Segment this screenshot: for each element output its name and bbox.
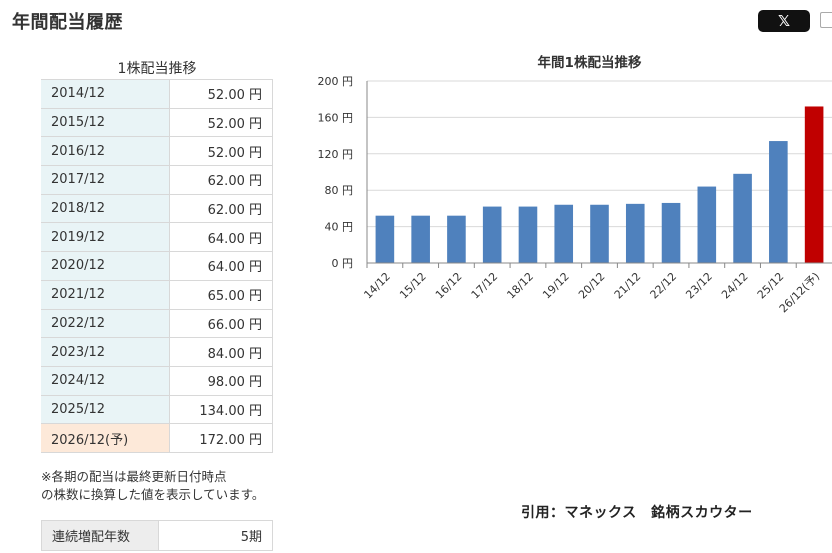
- bar: [590, 204, 609, 263]
- row-year: 2025/12: [41, 394, 170, 425]
- streak-value: 5期: [158, 520, 273, 551]
- source-credit: 引用：マネックス 銘柄スカウター: [521, 505, 753, 521]
- row-value: 64.00 円: [169, 251, 273, 281]
- row-year: 2016/12: [41, 136, 170, 167]
- row-year: 2024/12: [41, 365, 170, 396]
- streak-table: 連続増配年数 5期: [41, 520, 273, 551]
- row-year: 2014/12: [41, 79, 170, 109]
- copy-icon[interactable]: [820, 12, 832, 28]
- row-value: 66.00 円: [169, 308, 273, 339]
- x-tick-label: 14/12: [361, 270, 393, 302]
- bar: [804, 106, 824, 263]
- y-tick-label: 80 円: [325, 184, 354, 197]
- chart-title: 年間1株配当推移: [538, 54, 642, 71]
- bar: [733, 173, 752, 263]
- x-tick-label: 25/12: [755, 270, 787, 302]
- bar: [447, 215, 466, 263]
- y-tick-label: 160 円: [318, 111, 354, 124]
- x-tick-label: 21/12: [612, 270, 644, 302]
- row-year: 2026/12(予): [41, 423, 170, 453]
- table-row: 2017/12 62.00 円: [41, 165, 273, 195]
- table-row: 2024/12 98.00 円: [41, 365, 273, 396]
- row-year: 2019/12: [41, 222, 170, 253]
- x-tick-label: 17/12: [469, 270, 501, 302]
- x-tick-label: 16/12: [433, 270, 465, 302]
- bar: [375, 215, 395, 263]
- bar: [625, 203, 645, 263]
- row-year: 2022/12: [41, 308, 170, 339]
- table-row: 2018/12 62.00 円: [41, 193, 273, 224]
- streak-row: 連続増配年数 5期: [41, 520, 273, 551]
- row-value: 52.00 円: [169, 107, 273, 138]
- table-row: 2022/12 66.00 円: [41, 308, 273, 339]
- note-line-1: ※各期の配当は最終更新日付時点: [41, 469, 227, 484]
- table-row: 2019/12 64.00 円: [41, 222, 273, 253]
- row-value: 84.00 円: [169, 337, 273, 367]
- row-value: 64.00 円: [169, 222, 273, 253]
- note: ※各期の配当は最終更新日付時点 の株数に換算した値を表示しています。: [41, 468, 264, 504]
- row-value: 65.00 円: [169, 279, 273, 310]
- row-year: 2023/12: [41, 337, 170, 367]
- x-tick-label: 23/12: [683, 270, 715, 302]
- bar: [518, 206, 538, 263]
- y-tick-label: 0 円: [332, 257, 354, 270]
- row-year: 2020/12: [41, 251, 170, 281]
- table-row: 2026/12(予) 172.00 円: [41, 423, 273, 453]
- x-tick-label: 15/12: [397, 270, 429, 302]
- x-tick-label: 18/12: [504, 270, 536, 302]
- bar: [411, 215, 430, 263]
- bar: [482, 206, 502, 263]
- table-row: 2025/12 134.00 円: [41, 394, 273, 425]
- table-row: 2020/12 64.00 円: [41, 251, 273, 281]
- page-title: 年間配当履歴: [12, 12, 123, 33]
- y-tick-label: 40 円: [325, 221, 354, 234]
- table-row: 2021/12 65.00 円: [41, 279, 273, 310]
- y-tick-label: 200 円: [318, 75, 354, 88]
- table-row: 2023/12 84.00 円: [41, 337, 273, 367]
- x-tick-label: 24/12: [719, 270, 751, 302]
- row-value: 52.00 円: [169, 136, 273, 167]
- row-value: 62.00 円: [169, 165, 273, 195]
- row-value: 172.00 円: [169, 423, 273, 453]
- table-row: 2016/12 52.00 円: [41, 136, 273, 167]
- x-logo-icon: 𝕏: [777, 12, 791, 30]
- y-tick-label: 120 円: [318, 148, 354, 161]
- bar: [769, 141, 788, 263]
- x-share-button[interactable]: 𝕏: [758, 10, 810, 32]
- streak-label: 連続増配年数: [41, 520, 159, 551]
- bar: [661, 202, 681, 263]
- x-tick-label: 20/12: [576, 270, 608, 302]
- row-year: 2021/12: [41, 279, 170, 310]
- bar: [554, 204, 574, 263]
- row-year: 2015/12: [41, 107, 170, 138]
- row-value: 62.00 円: [169, 193, 273, 224]
- x-tick-label: 22/12: [648, 270, 680, 302]
- row-value: 52.00 円: [169, 79, 273, 109]
- row-value: 98.00 円: [169, 365, 273, 396]
- dividend-table: 2014/12 52.00 円 2015/12 52.00 円 2016/12 52.00…: [41, 79, 273, 453]
- table-row: 2015/12 52.00 円: [41, 107, 273, 138]
- table-row: 2014/12 52.00 円: [41, 79, 273, 109]
- bar: [697, 186, 717, 263]
- table-caption: 1株配当推移: [117, 61, 197, 77]
- row-value: 134.00 円: [169, 394, 273, 425]
- row-year: 2017/12: [41, 165, 170, 195]
- note-line-2: の株数に換算した値を表示しています。: [41, 487, 265, 502]
- x-tick-label: 19/12: [540, 270, 572, 302]
- row-year: 2018/12: [41, 193, 170, 224]
